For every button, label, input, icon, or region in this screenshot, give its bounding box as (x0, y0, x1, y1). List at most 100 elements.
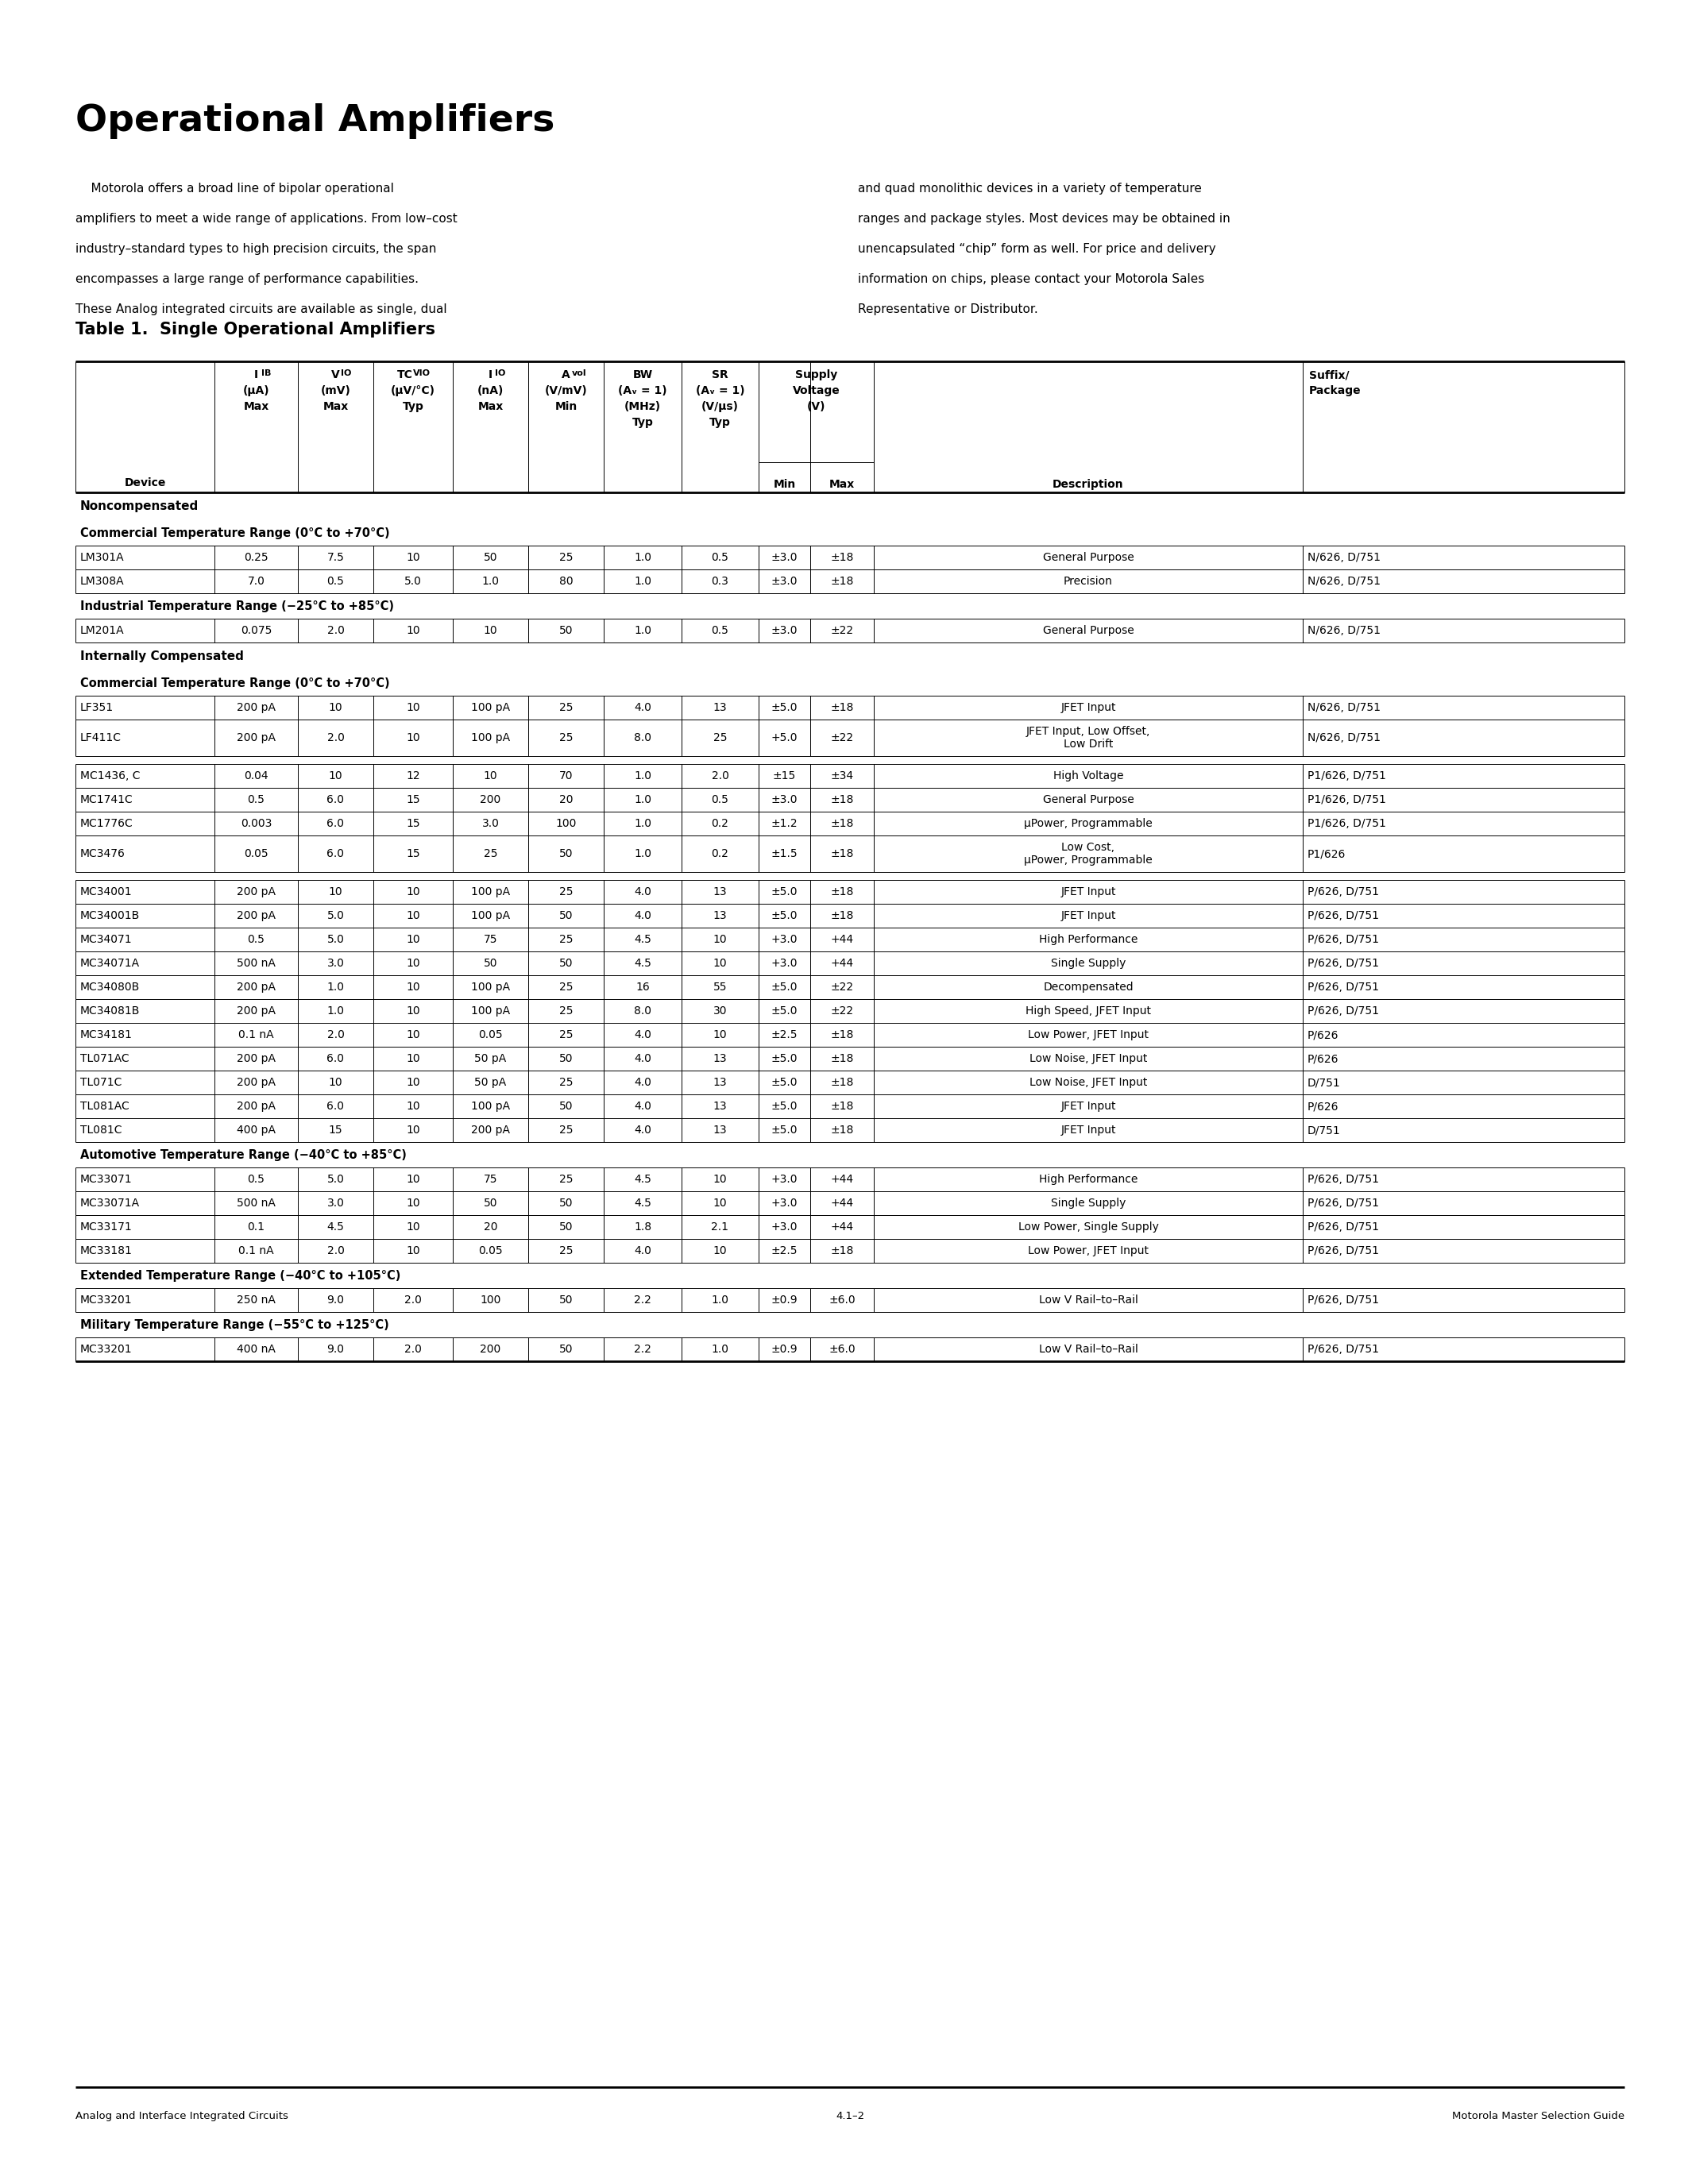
Text: 9.0: 9.0 (327, 1343, 344, 1354)
Text: 10: 10 (329, 1077, 343, 1088)
Text: 500 nA: 500 nA (236, 959, 275, 970)
Text: MC33181: MC33181 (81, 1245, 133, 1256)
Text: JFET Input: JFET Input (1060, 887, 1116, 898)
Text: (nA): (nA) (478, 384, 503, 395)
Text: 13: 13 (712, 1125, 728, 1136)
Text: 50: 50 (559, 1101, 572, 1112)
Text: P/626, D/751: P/626, D/751 (1308, 1221, 1379, 1232)
Text: 1.0: 1.0 (635, 577, 652, 587)
Text: 0.05: 0.05 (245, 847, 268, 858)
Text: 100 pA: 100 pA (471, 887, 510, 898)
Text: ±18: ±18 (830, 887, 854, 898)
Text: ±5.0: ±5.0 (771, 1005, 798, 1016)
Text: 200 pA: 200 pA (236, 981, 275, 994)
Text: Military Temperature Range (−55°C to +125°C): Military Temperature Range (−55°C to +12… (81, 1319, 388, 1330)
Text: N/626, D/751: N/626, D/751 (1308, 732, 1381, 743)
Text: 3.0: 3.0 (327, 959, 344, 970)
Text: 10: 10 (407, 911, 420, 922)
Text: 3.0: 3.0 (481, 819, 500, 830)
Text: Commercial Temperature Range (0°C to +70°C): Commercial Temperature Range (0°C to +70… (81, 526, 390, 539)
Text: 4.0: 4.0 (635, 701, 652, 714)
Text: ±18: ±18 (830, 1245, 854, 1256)
Text: 0.1: 0.1 (248, 1221, 265, 1232)
Text: 1.0: 1.0 (635, 819, 652, 830)
Text: 10: 10 (329, 701, 343, 714)
Text: JFET Input: JFET Input (1060, 701, 1116, 714)
Text: 1.0: 1.0 (327, 1005, 344, 1016)
Text: 200: 200 (479, 1343, 501, 1354)
Text: ±18: ±18 (830, 819, 854, 830)
Text: (Aᵥ = 1): (Aᵥ = 1) (695, 384, 744, 395)
Text: 10: 10 (407, 1125, 420, 1136)
Text: N/626, D/751: N/626, D/751 (1308, 553, 1381, 563)
Text: Automotive Temperature Range (−40°C to +85°C): Automotive Temperature Range (−40°C to +… (81, 1149, 407, 1160)
Text: Max: Max (243, 402, 268, 413)
Text: 0.2: 0.2 (711, 847, 729, 858)
Text: 5.0: 5.0 (327, 911, 344, 922)
Text: LF351: LF351 (81, 701, 113, 714)
Text: N/626, D/751: N/626, D/751 (1308, 701, 1381, 714)
Text: 4.5: 4.5 (635, 1197, 652, 1208)
Text: 0.05: 0.05 (478, 1245, 503, 1256)
Text: 4.0: 4.0 (635, 1053, 652, 1064)
Text: SR: SR (712, 369, 728, 380)
Text: 2.0: 2.0 (405, 1295, 422, 1306)
Text: Table 1.  Single Operational Amplifiers: Table 1. Single Operational Amplifiers (76, 321, 436, 339)
Text: 16: 16 (636, 981, 650, 994)
Text: P/626, D/751: P/626, D/751 (1308, 887, 1379, 898)
Text: 0.5: 0.5 (711, 553, 729, 563)
Text: +44: +44 (830, 1197, 854, 1208)
Text: LM308A: LM308A (81, 577, 125, 587)
Text: I: I (488, 369, 493, 380)
Text: 10: 10 (407, 887, 420, 898)
Text: 100 pA: 100 pA (471, 732, 510, 743)
Text: Internally Compensated: Internally Compensated (81, 651, 243, 662)
Text: Low V Rail–to–Rail: Low V Rail–to–Rail (1038, 1343, 1138, 1354)
Text: 20: 20 (483, 1221, 498, 1232)
Text: MC33201: MC33201 (81, 1343, 132, 1354)
Text: JFET Input: JFET Input (1060, 1125, 1116, 1136)
Text: 10: 10 (407, 1077, 420, 1088)
Text: 5.0: 5.0 (327, 1173, 344, 1186)
Text: ±6.0: ±6.0 (829, 1343, 856, 1354)
Text: +44: +44 (830, 935, 854, 946)
Text: 0.25: 0.25 (245, 553, 268, 563)
Text: 6.0: 6.0 (327, 1053, 344, 1064)
Text: P/626, D/751: P/626, D/751 (1308, 911, 1379, 922)
Text: (V/mV): (V/mV) (545, 384, 587, 395)
Text: P/626: P/626 (1308, 1029, 1339, 1040)
Text: 4.0: 4.0 (635, 887, 652, 898)
Text: ±0.9: ±0.9 (771, 1343, 798, 1354)
Text: 100 pA: 100 pA (471, 1101, 510, 1112)
Text: 6.0: 6.0 (327, 847, 344, 858)
Text: 50: 50 (559, 911, 572, 922)
Text: Low Noise, JFET Input: Low Noise, JFET Input (1030, 1077, 1148, 1088)
Text: P/626, D/751: P/626, D/751 (1308, 1295, 1379, 1306)
Text: LF411C: LF411C (81, 732, 122, 743)
Text: MC34081B: MC34081B (81, 1005, 140, 1016)
Text: 75: 75 (483, 935, 498, 946)
Text: 13: 13 (712, 1077, 728, 1088)
Text: 0.003: 0.003 (241, 819, 272, 830)
Text: ±18: ±18 (830, 701, 854, 714)
Text: TL071C: TL071C (81, 1077, 122, 1088)
Text: 10: 10 (407, 1053, 420, 1064)
Text: Motorola offers a broad line of bipolar operational: Motorola offers a broad line of bipolar … (76, 183, 393, 194)
Text: ±18: ±18 (830, 1101, 854, 1112)
Text: 100 pA: 100 pA (471, 701, 510, 714)
Text: 50: 50 (559, 1221, 572, 1232)
Text: ±1.5: ±1.5 (771, 847, 798, 858)
Text: ±2.5: ±2.5 (771, 1245, 798, 1256)
Text: 10: 10 (407, 981, 420, 994)
Text: 25: 25 (559, 1029, 572, 1040)
Text: P/626: P/626 (1308, 1053, 1339, 1064)
Text: 30: 30 (712, 1005, 728, 1016)
Text: 1.0: 1.0 (635, 553, 652, 563)
Text: 0.1 nA: 0.1 nA (238, 1245, 273, 1256)
Text: I: I (255, 369, 258, 380)
Text: 25: 25 (483, 847, 498, 858)
Text: ±2.5: ±2.5 (771, 1029, 798, 1040)
Text: +3.0: +3.0 (771, 935, 798, 946)
Text: TL081C: TL081C (81, 1125, 122, 1136)
Text: 4.0: 4.0 (635, 1245, 652, 1256)
